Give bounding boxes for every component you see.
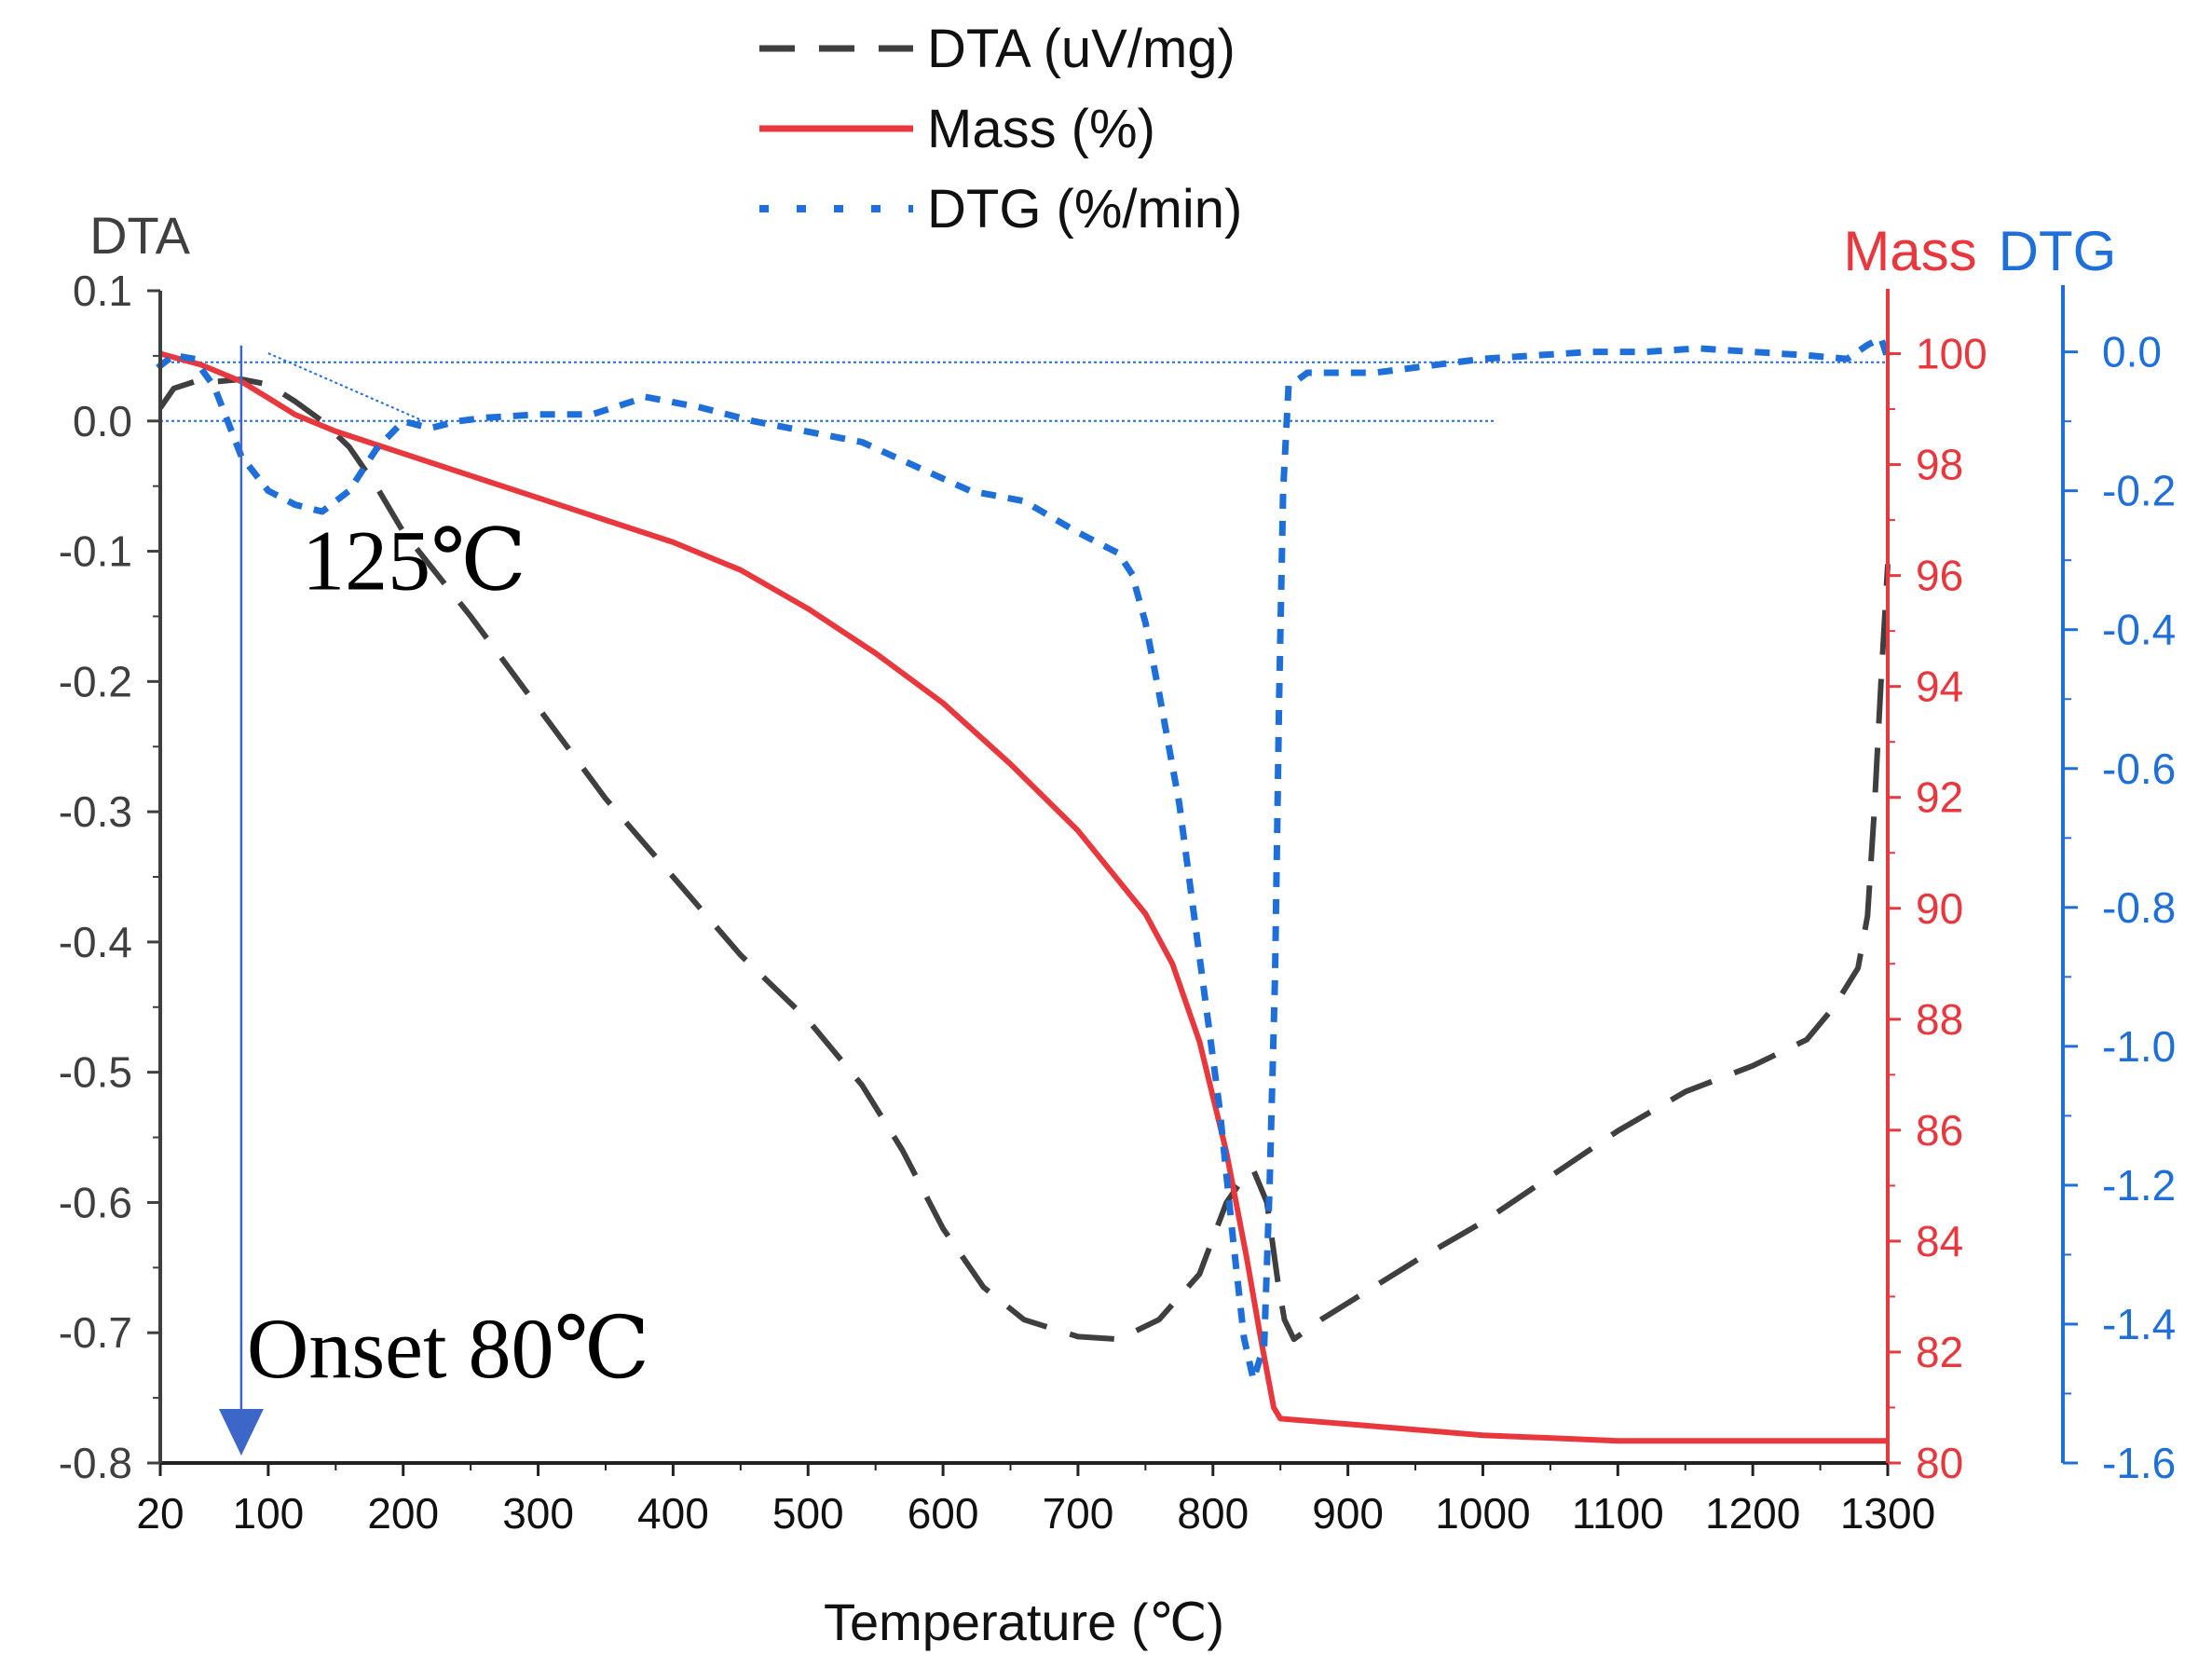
x-tick-label: 200 xyxy=(367,1489,439,1538)
series-mass-line xyxy=(159,350,1888,1444)
dta-axis-title: DTA xyxy=(89,206,190,265)
mass-axis-title: Mass xyxy=(1843,220,1976,282)
x-tick-label: 1300 xyxy=(1840,1489,1935,1538)
dta-tick-label: -0.8 xyxy=(59,1439,132,1487)
dta-tick-label: -0.6 xyxy=(59,1178,132,1226)
dta-tick-label: 0.1 xyxy=(73,267,132,315)
mass-tick-label: 80 xyxy=(1916,1439,1963,1487)
x-tick-label: 1100 xyxy=(1572,1489,1664,1538)
series-layer xyxy=(156,335,1892,1444)
mass-tick-label: 84 xyxy=(1916,1217,1963,1265)
mass-tick-label: 94 xyxy=(1916,663,1963,711)
legend: DTA (uV/mg) Mass (%) DTG (%/min) xyxy=(759,19,1242,239)
grid-layer xyxy=(160,352,1888,422)
mass-tick-label: 82 xyxy=(1916,1328,1963,1376)
legend-label: DTA (uV/mg) xyxy=(927,19,1236,79)
onset-arrow-head xyxy=(218,1409,264,1456)
x-tick-label: 900 xyxy=(1312,1489,1384,1538)
x-tick-label: 100 xyxy=(233,1489,305,1538)
dtg-tick-label: 0.0 xyxy=(2102,328,2162,376)
x-tick-label: 1000 xyxy=(1435,1489,1530,1538)
annotation-peak-125: 125℃ xyxy=(302,513,526,608)
mass-tick-label: 88 xyxy=(1916,995,1963,1044)
x-tick-label: 600 xyxy=(908,1489,979,1538)
x-tick-label: 700 xyxy=(1043,1489,1114,1538)
dta-tick-label: -0.4 xyxy=(59,918,132,966)
x-tick-label: 20 xyxy=(136,1489,184,1538)
dta-tick-label: 0.0 xyxy=(73,397,132,445)
dtg-tick-label: -0.6 xyxy=(2102,745,2176,793)
dta-tick-label: -0.1 xyxy=(59,527,132,576)
x-axis-title: Temperature (℃) xyxy=(824,1593,1224,1651)
dtg-axis-title: DTG xyxy=(1999,220,2117,282)
series-dta-line xyxy=(157,376,1891,1343)
reference-line xyxy=(267,352,424,422)
x-tick-label: 1200 xyxy=(1705,1489,1800,1538)
dtg-tick-label: -1.4 xyxy=(2102,1300,2176,1348)
mass-tick-label: 92 xyxy=(1916,773,1963,822)
annotation-layer: 125℃ Onset 80℃ xyxy=(218,345,650,1456)
x-tick-label: 300 xyxy=(502,1489,574,1538)
mass-tick-label: 86 xyxy=(1916,1106,1963,1155)
dtg-tick-label: -1.2 xyxy=(2102,1161,2176,1210)
dta-tick-label: -0.7 xyxy=(59,1308,132,1357)
series-dtg-line xyxy=(156,335,1892,1384)
dtg-tick-label: -0.4 xyxy=(2102,606,2176,654)
x-tick-label: 400 xyxy=(637,1489,709,1538)
dta-tick-label: -0.5 xyxy=(59,1048,132,1097)
mass-tick-label: 98 xyxy=(1916,441,1963,489)
x-tick-label: 500 xyxy=(772,1489,844,1538)
dtg-tick-label: -1.0 xyxy=(2102,1022,2176,1071)
dta-tick-label: -0.2 xyxy=(59,657,132,705)
x-tick-label: 800 xyxy=(1177,1489,1249,1538)
dtg-tick-label: -0.2 xyxy=(2102,467,2176,515)
dtg-tick-label: -0.8 xyxy=(2102,883,2176,932)
legend-label: Mass (%) xyxy=(927,99,1155,159)
mass-tick-label: 100 xyxy=(1916,330,1987,378)
dtg-tick-label: -1.6 xyxy=(2102,1439,2176,1487)
dta-tick-label: -0.3 xyxy=(59,787,132,836)
annotation-onset-80: Onset 80℃ xyxy=(247,1301,650,1396)
axes-layer: 20 100 200 300 400 500 600 700 800 900 1000 1100 120… xyxy=(59,206,2177,1651)
mass-tick-label: 96 xyxy=(1916,552,1963,600)
legend-label: DTG (%/min) xyxy=(927,179,1242,239)
mass-tick-label: 90 xyxy=(1916,884,1963,933)
